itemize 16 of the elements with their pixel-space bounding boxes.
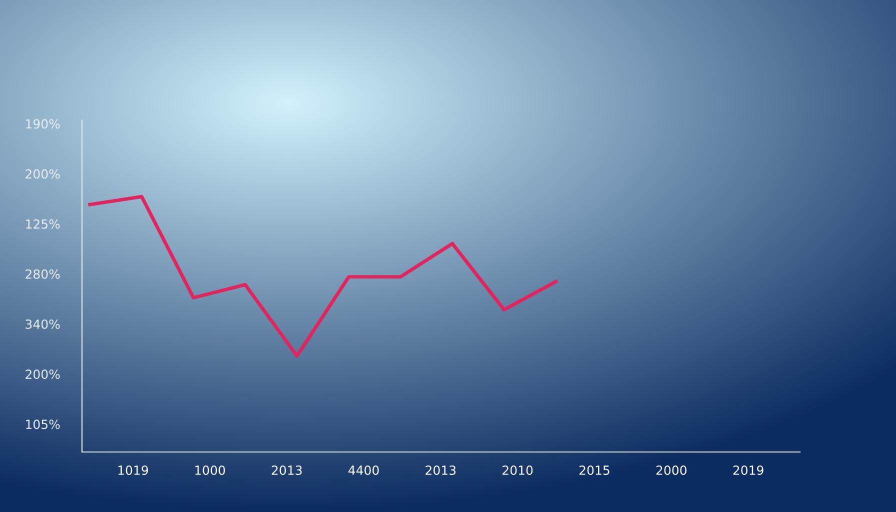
- text: 2000: [656, 466, 686, 475]
- text: 2015: [579, 466, 610, 475]
- text: 2013: [426, 466, 456, 475]
- text: 2019: [733, 466, 764, 475]
- text: 105%: [26, 420, 60, 430]
- text: 125%: [26, 219, 60, 229]
- text: 200%: [26, 169, 60, 179]
- text: 1000: [195, 466, 225, 475]
- text: 1019: [118, 466, 148, 475]
- text: 2013: [272, 466, 302, 475]
- text: 2010: [502, 466, 533, 475]
- text: 280%: [26, 269, 60, 279]
- text: 4400: [348, 466, 379, 475]
- text: 340%: [26, 319, 60, 329]
- text: 200%: [26, 370, 60, 379]
- text: 190%: [26, 119, 60, 129]
